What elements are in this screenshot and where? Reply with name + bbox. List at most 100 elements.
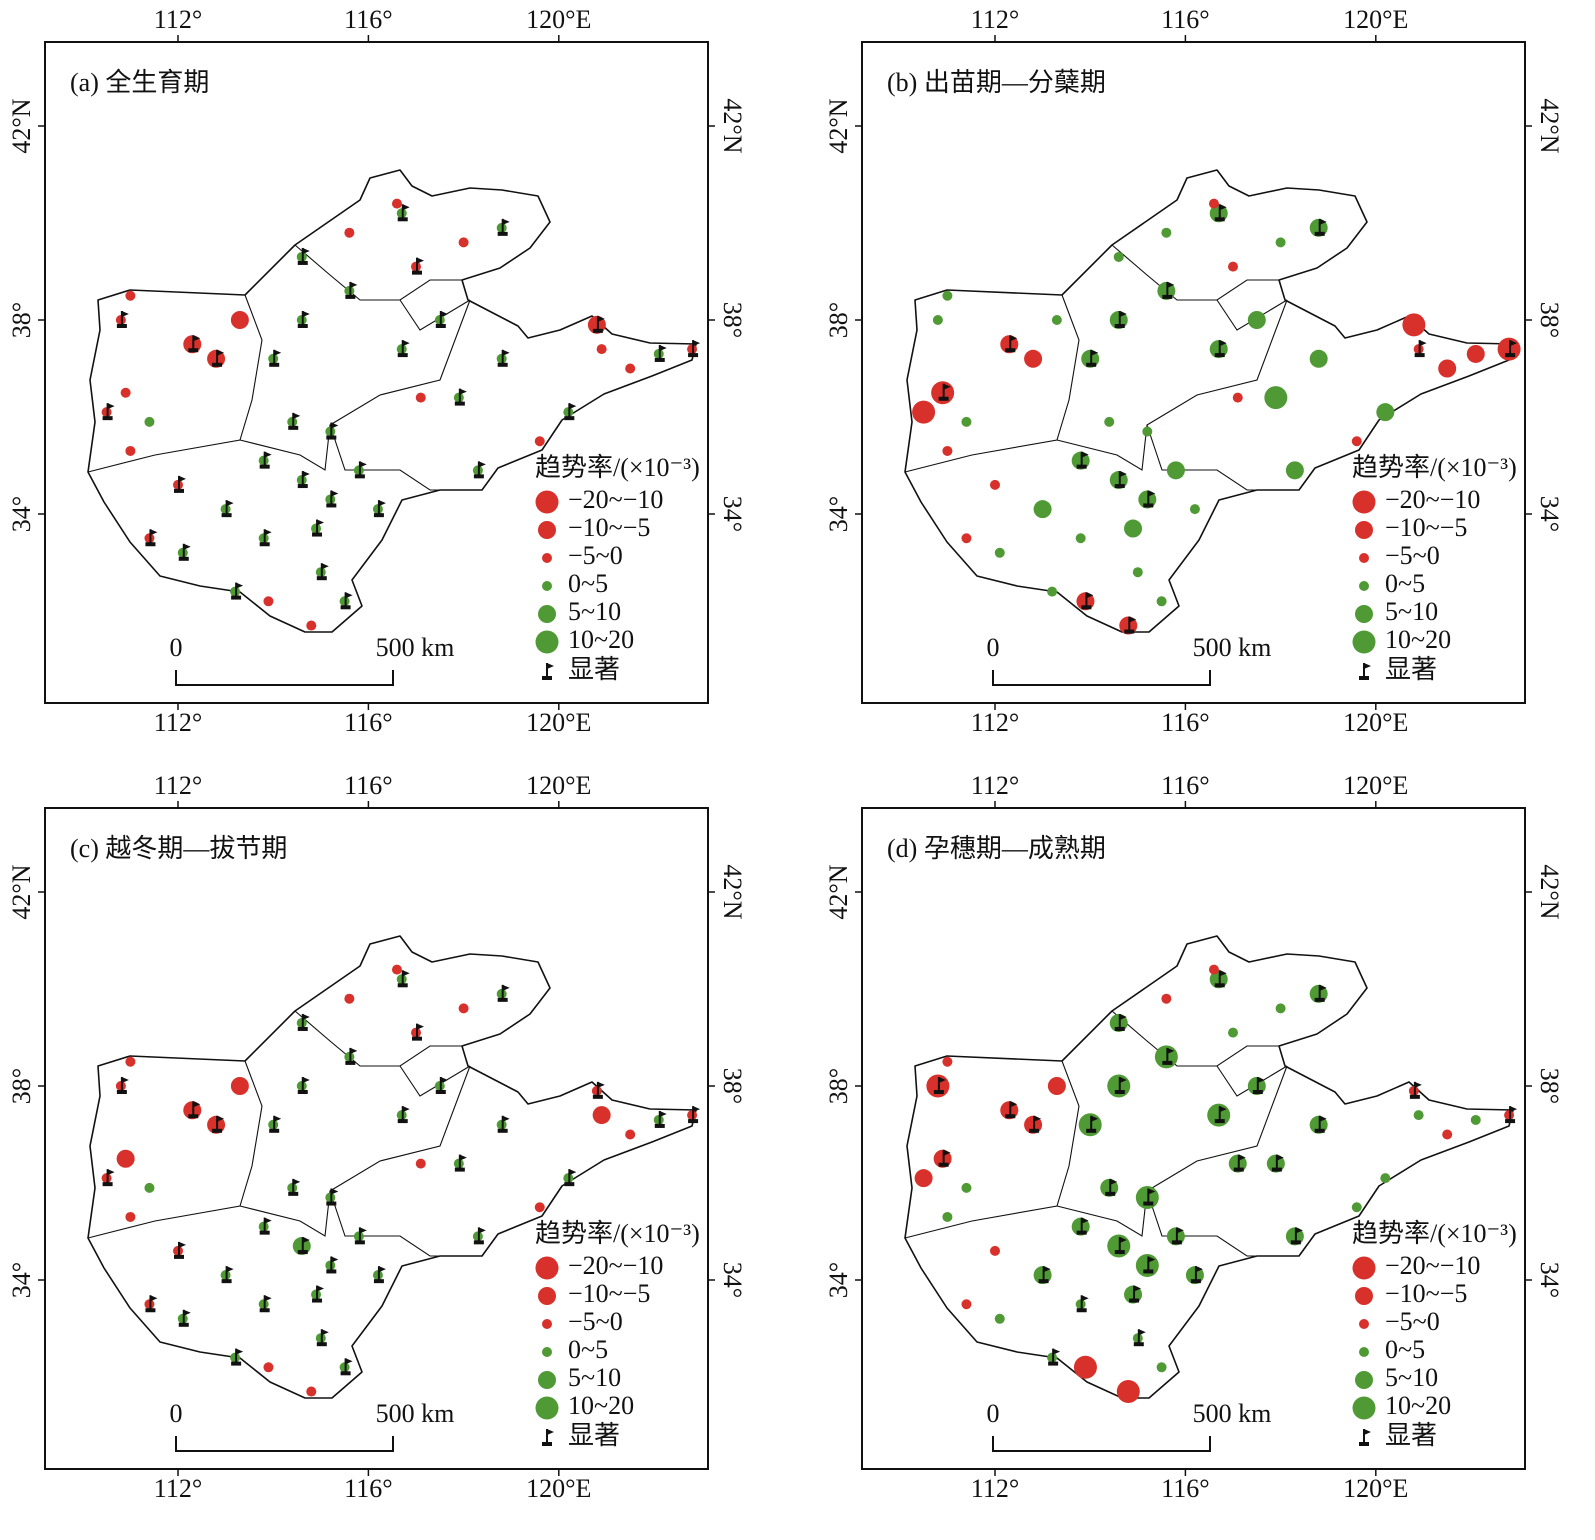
- flag-base: [1134, 1342, 1144, 1346]
- flag-cloth: [293, 413, 300, 419]
- flag-cloth: [547, 1429, 554, 1435]
- flag-cloth: [274, 1116, 281, 1122]
- legend-flag: [542, 1429, 554, 1446]
- flag-base: [1029, 1129, 1039, 1133]
- flag-base: [345, 295, 355, 299]
- lon-label: 116°: [1161, 771, 1209, 800]
- flag-cloth: [227, 1266, 234, 1272]
- lon-label: 120°E: [526, 708, 591, 737]
- flag-base: [1172, 1240, 1182, 1244]
- flag-cloth: [360, 461, 367, 467]
- station-dot: [1190, 504, 1200, 514]
- flag-base: [222, 1279, 232, 1283]
- flag-cloth: [236, 583, 243, 589]
- lat-label: 34°: [1535, 1262, 1564, 1298]
- province-border: [295, 245, 462, 300]
- scale-label: 500 km: [376, 1399, 455, 1428]
- legend-swatch: [538, 1287, 556, 1305]
- flag-base: [1315, 998, 1325, 1002]
- station-dot: [125, 291, 135, 301]
- flag-base: [1005, 1114, 1015, 1118]
- station-dot: [625, 1130, 635, 1140]
- flag-base: [398, 217, 408, 221]
- flag-cloth: [184, 1310, 191, 1316]
- panel-title: (b) 出苗期—分蘖期: [887, 68, 1106, 97]
- legend-swatch: [1355, 521, 1373, 539]
- flag-base: [317, 576, 327, 580]
- flag-cloth: [265, 1295, 272, 1301]
- station-dot: [942, 291, 952, 301]
- station-dot: [942, 1057, 952, 1067]
- flag-cloth: [417, 258, 424, 264]
- flag-cloth: [108, 1169, 115, 1175]
- flag-base: [188, 348, 198, 352]
- legend-swatch: [1353, 1397, 1376, 1420]
- map-panel: 112°112°116°116°120°E120°E42°N42°N38°38°…: [824, 771, 1564, 1503]
- legend-label: 0~5: [568, 569, 608, 598]
- station-dot: [1104, 417, 1114, 427]
- flag-base: [231, 596, 241, 600]
- flag-base: [474, 474, 484, 478]
- lon-label: 112°: [971, 1474, 1019, 1503]
- lat-label: 38°: [718, 1068, 747, 1104]
- legend-title: 趋势率/(×10⁻³): [535, 453, 700, 482]
- flag-base: [1039, 1279, 1049, 1283]
- station-dot: [1467, 345, 1485, 363]
- lon-label: 116°: [344, 5, 392, 34]
- lat-label: 42°N: [1535, 98, 1564, 153]
- station-dot: [1228, 1028, 1238, 1038]
- legend-label: 0~5: [1385, 1335, 1425, 1364]
- station-dot: [1142, 427, 1152, 437]
- lon-label: 120°E: [1343, 708, 1408, 737]
- flag-base: [174, 1255, 184, 1259]
- legend-label: 0~5: [1385, 569, 1425, 598]
- flag-base: [398, 353, 408, 357]
- flag-cloth: [379, 1266, 386, 1272]
- station-dot: [344, 228, 354, 238]
- flag-base: [398, 1119, 408, 1123]
- station-dot: [1074, 1356, 1097, 1379]
- flag-base: [355, 1240, 365, 1244]
- flag-cloth: [547, 663, 554, 669]
- flag-cloth: [479, 1227, 486, 1233]
- station-dot: [1157, 1362, 1167, 1372]
- legend-swatch: [1359, 553, 1369, 563]
- flag-base: [1505, 353, 1515, 357]
- station-dot: [125, 1212, 135, 1222]
- flag-base: [436, 324, 446, 328]
- map-panel: 112°112°116°116°120°E120°E42°N42°N38°38°…: [824, 5, 1564, 737]
- station-dot: [416, 1159, 426, 1169]
- flag-base: [542, 676, 552, 680]
- flag-cloth: [503, 350, 510, 356]
- flag-base: [498, 232, 508, 236]
- lon-label: 120°E: [526, 771, 591, 800]
- legend-flag: [1359, 1429, 1371, 1446]
- legend-label: 5~10: [1385, 597, 1438, 626]
- flag-cloth: [331, 1256, 338, 1262]
- lon-label: 116°: [1161, 708, 1209, 737]
- lat-label: 42°N: [7, 864, 36, 919]
- lat-label: 38°: [824, 302, 853, 338]
- lat-label: 38°: [1535, 1068, 1564, 1104]
- flag-cloth: [379, 500, 386, 506]
- flag-base: [498, 363, 508, 367]
- flag-base: [1359, 1442, 1369, 1446]
- lat-label: 34°: [7, 1262, 36, 1298]
- scale-label: 0: [987, 633, 1000, 662]
- legend-label: −5~0: [568, 541, 623, 570]
- legend-title: 趋势率/(×10⁻³): [1352, 1219, 1517, 1248]
- station-dot: [1310, 350, 1328, 368]
- legend-swatch: [536, 1397, 559, 1420]
- panel-title: (d) 孕穗期—成熟期: [887, 834, 1106, 863]
- province-border: [1147, 425, 1257, 490]
- flag-base: [1115, 1027, 1125, 1031]
- station-dot: [1380, 1173, 1390, 1183]
- legend-swatch: [1359, 1347, 1369, 1357]
- legend-label: −20~−10: [568, 485, 663, 514]
- flag-base: [398, 983, 408, 987]
- legend-swatch: [538, 1371, 556, 1389]
- map-panel: 112°112°116°116°120°E120°E42°N42°N38°38°…: [7, 771, 747, 1503]
- station-dot: [1276, 237, 1286, 247]
- station-dot: [1161, 228, 1171, 238]
